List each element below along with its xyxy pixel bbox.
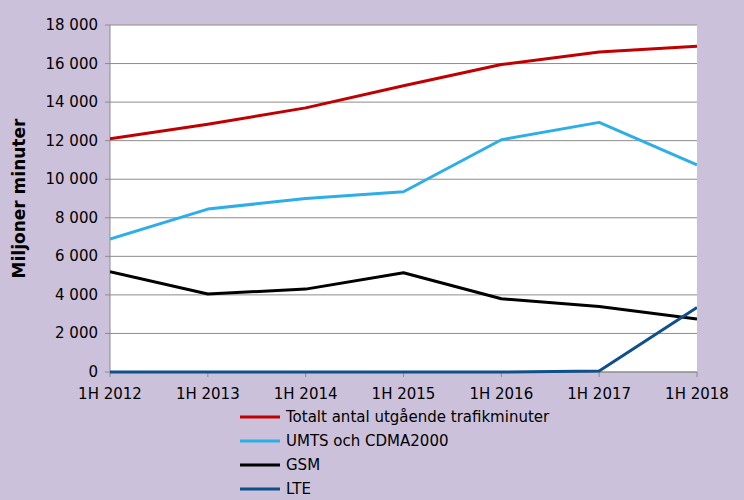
y-tick <box>105 294 110 295</box>
x-tick-label: 1H 2015 <box>372 385 436 403</box>
x-tick-label: 1H 2013 <box>176 385 240 403</box>
legend-key <box>240 464 280 467</box>
grid-line <box>110 63 697 64</box>
y-axis <box>110 25 111 372</box>
grid-line <box>110 179 697 180</box>
grid-line <box>110 294 697 295</box>
grid-line <box>110 25 697 26</box>
grid-line <box>110 217 697 218</box>
y-tick <box>105 256 110 257</box>
legend-label: GSM <box>286 456 320 474</box>
series-line <box>110 122 697 239</box>
series-group <box>110 46 697 372</box>
grid-line <box>110 140 697 141</box>
x-tick-label: 1H 2018 <box>665 385 729 403</box>
legend-label: UMTS och CDMA2000 <box>286 432 448 450</box>
legend-key <box>240 416 280 419</box>
y-tick-label: 2 000 <box>55 324 98 342</box>
y-tick <box>105 102 110 103</box>
chart: 0 2 000 4 000 6 000 8 000 10 000 12 000 14 000 1… <box>0 0 744 500</box>
y-tick <box>105 140 110 141</box>
grid-line <box>110 102 697 103</box>
y-tick-label: 6 000 <box>55 247 98 265</box>
x-tick-label: 1H 2016 <box>469 385 533 403</box>
series-line <box>110 307 697 372</box>
y-tick-label: 10 000 <box>46 170 99 188</box>
grid-line <box>110 256 697 257</box>
legend-key <box>240 440 280 443</box>
y-tick-label: 8 000 <box>55 209 98 227</box>
x-tick <box>697 372 698 377</box>
legend-label: Totalt antal utgående trafikminuter <box>285 408 550 426</box>
series-line <box>110 46 697 139</box>
y-tick <box>105 372 110 373</box>
y-tick <box>105 333 110 334</box>
y-axis-label: Miljoner minuter <box>9 118 29 278</box>
y-tick-label: 14 000 <box>46 93 99 111</box>
y-tick-label: 0 <box>88 363 98 381</box>
y-tick-label: 4 000 <box>55 286 98 304</box>
y-tick <box>105 25 110 26</box>
x-tick <box>599 372 600 377</box>
x-tick-label: 1H 2017 <box>567 385 631 403</box>
legend-key <box>240 488 280 491</box>
grid-line <box>110 333 697 334</box>
y-tick <box>105 217 110 218</box>
y-tick <box>105 63 110 64</box>
y-tick <box>105 179 110 180</box>
legend-label: LTE <box>286 480 311 498</box>
y-tick-label: 12 000 <box>46 132 99 150</box>
x-tick-label: 1H 2014 <box>274 385 338 403</box>
series-line <box>110 272 697 319</box>
y-tick-label: 18 000 <box>46 16 99 34</box>
x-tick-label: 1H 2012 <box>78 385 142 403</box>
plot-area <box>110 25 697 372</box>
y-tick-label: 16 000 <box>46 55 99 73</box>
